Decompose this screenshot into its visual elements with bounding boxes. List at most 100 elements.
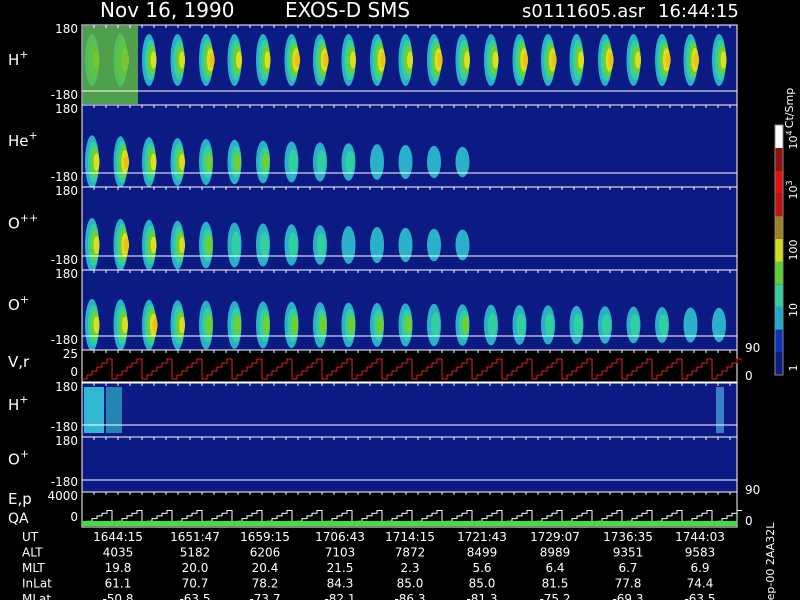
footer-value: 61.1 (105, 577, 132, 591)
colorbar-tick-base: 10 (787, 136, 800, 150)
spectrum-blob (578, 51, 584, 69)
panel-label-text: H (8, 51, 19, 69)
spectrum-blob (407, 51, 413, 69)
right-axis-label: 0 (745, 514, 753, 528)
footer-value: 20.4 (252, 561, 279, 575)
spectrum-blob (262, 314, 270, 336)
footer-row-label: InLat (22, 577, 52, 591)
spectrum-blob (123, 237, 130, 253)
footer-value: 85.0 (397, 577, 424, 591)
panel-label-text: V,r (8, 353, 30, 371)
panel: H+180-180 (8, 22, 738, 106)
spectrum-blob (492, 51, 499, 69)
colorbar-frame (774, 124, 784, 376)
spectrum-blob (370, 144, 384, 180)
spectrum-blob (461, 316, 470, 334)
footer-value: 5182 (180, 546, 211, 560)
spectrum-blob (404, 315, 413, 335)
axis-top-label: 180 (55, 267, 78, 281)
staircase-trace (82, 510, 742, 525)
footer-value: 6.9 (690, 561, 709, 575)
panel: H+180-180 (8, 380, 738, 438)
spectrum-blob (316, 233, 327, 257)
panel: V,r 25 0 0 (8, 347, 753, 383)
panel-label-sup: + (29, 129, 38, 142)
spectrum-blob (290, 315, 299, 335)
panel-label-sup: + (19, 393, 28, 406)
panel-label-text: O (8, 451, 20, 469)
spectrum-blob (288, 149, 298, 175)
spectrum-blob (179, 51, 185, 69)
spectrum-blob (93, 236, 100, 254)
axis-bottom-label: -180 (51, 253, 78, 267)
colorbar-segment (775, 125, 783, 148)
footer-value: 1744:03 (675, 530, 725, 544)
axis-top-label: 4000 (47, 489, 78, 503)
spectrum-blob (573, 313, 583, 337)
panel-label-text: O (8, 215, 20, 233)
footer-value: -63.5 (179, 592, 210, 600)
spectrum-blob (262, 152, 270, 172)
spectrum-blob (455, 229, 470, 261)
footer-value: -81.3 (466, 592, 497, 600)
spectrum-blob (288, 232, 298, 258)
qa-bar (82, 521, 737, 526)
spectrum-blob (427, 228, 441, 262)
axis-bottom-label: -180 (51, 420, 78, 434)
spectrum-blob (259, 232, 270, 258)
footer-value: 74.4 (687, 577, 714, 591)
colorbar-tick-label: 103 (785, 180, 800, 199)
colorbar-title: Ct/Smp (783, 88, 796, 128)
spectrum-blob (544, 313, 555, 337)
footer-value: -69.3 (612, 592, 643, 600)
panel-label: He+ (8, 129, 38, 150)
spectrum-blob (370, 226, 384, 264)
panel-label-sup: + (20, 293, 29, 306)
axis-bottom-label: -180 (51, 170, 78, 184)
footer-row-label: MLat (22, 592, 51, 600)
spectrum-blob (522, 52, 529, 68)
axis-top-label: 180 (55, 380, 78, 394)
colorbar-segment (775, 238, 783, 262)
footer-value: 78.2 (252, 577, 279, 591)
spectrum-blob (323, 52, 329, 68)
spectrum-blob (345, 150, 355, 174)
footer-value: 1644:15 (93, 530, 143, 544)
footer-value: 8499 (467, 546, 498, 560)
spectrum-blob (430, 312, 441, 338)
footer-value: 19.8 (105, 561, 132, 575)
spectrum-blob (608, 52, 614, 68)
right-axis-label: 0 (745, 369, 753, 383)
footer-value: 7872 (395, 546, 426, 560)
axis-top-label: 180 (55, 102, 78, 116)
axis-bottom-label: -180 (51, 475, 78, 489)
footer-value: 6.7 (618, 561, 637, 575)
spectrum-blob (376, 315, 384, 335)
spectrum-blob (716, 387, 724, 433)
footer-value: 1706:43 (315, 530, 365, 544)
spectrum-blob (316, 150, 327, 174)
panel: E,p QA 4000 0 0 (8, 489, 753, 528)
panel-label-text: E,p (8, 490, 32, 508)
spectrum-blob (658, 314, 669, 336)
panel: He+ 180 -180 (8, 102, 738, 189)
colorbar-segment (775, 148, 783, 171)
spectrum-blob (106, 387, 122, 433)
footer-value: 20.0 (182, 561, 209, 575)
footer-value: 6.4 (545, 561, 564, 575)
footer-value: -63.5 (684, 592, 715, 600)
footer-value: -75.2 (539, 592, 570, 600)
colorbar-tick-base: 10 (787, 303, 800, 317)
panel-label: O+ (8, 448, 29, 469)
right-axis-label: 90 (745, 483, 760, 497)
panel-background (81, 436, 738, 493)
footer-value: 1651:47 (170, 530, 220, 544)
spectrum-blob (665, 52, 671, 68)
spectrum-blob (712, 307, 726, 343)
footer-value: 8989 (540, 546, 571, 560)
colorbar-tick-label: 1 (787, 365, 800, 372)
footer-value: 1721:43 (457, 530, 507, 544)
spectrum-blob (179, 236, 185, 254)
spectrum-blob (601, 313, 612, 337)
spectrum-blob (683, 307, 698, 343)
